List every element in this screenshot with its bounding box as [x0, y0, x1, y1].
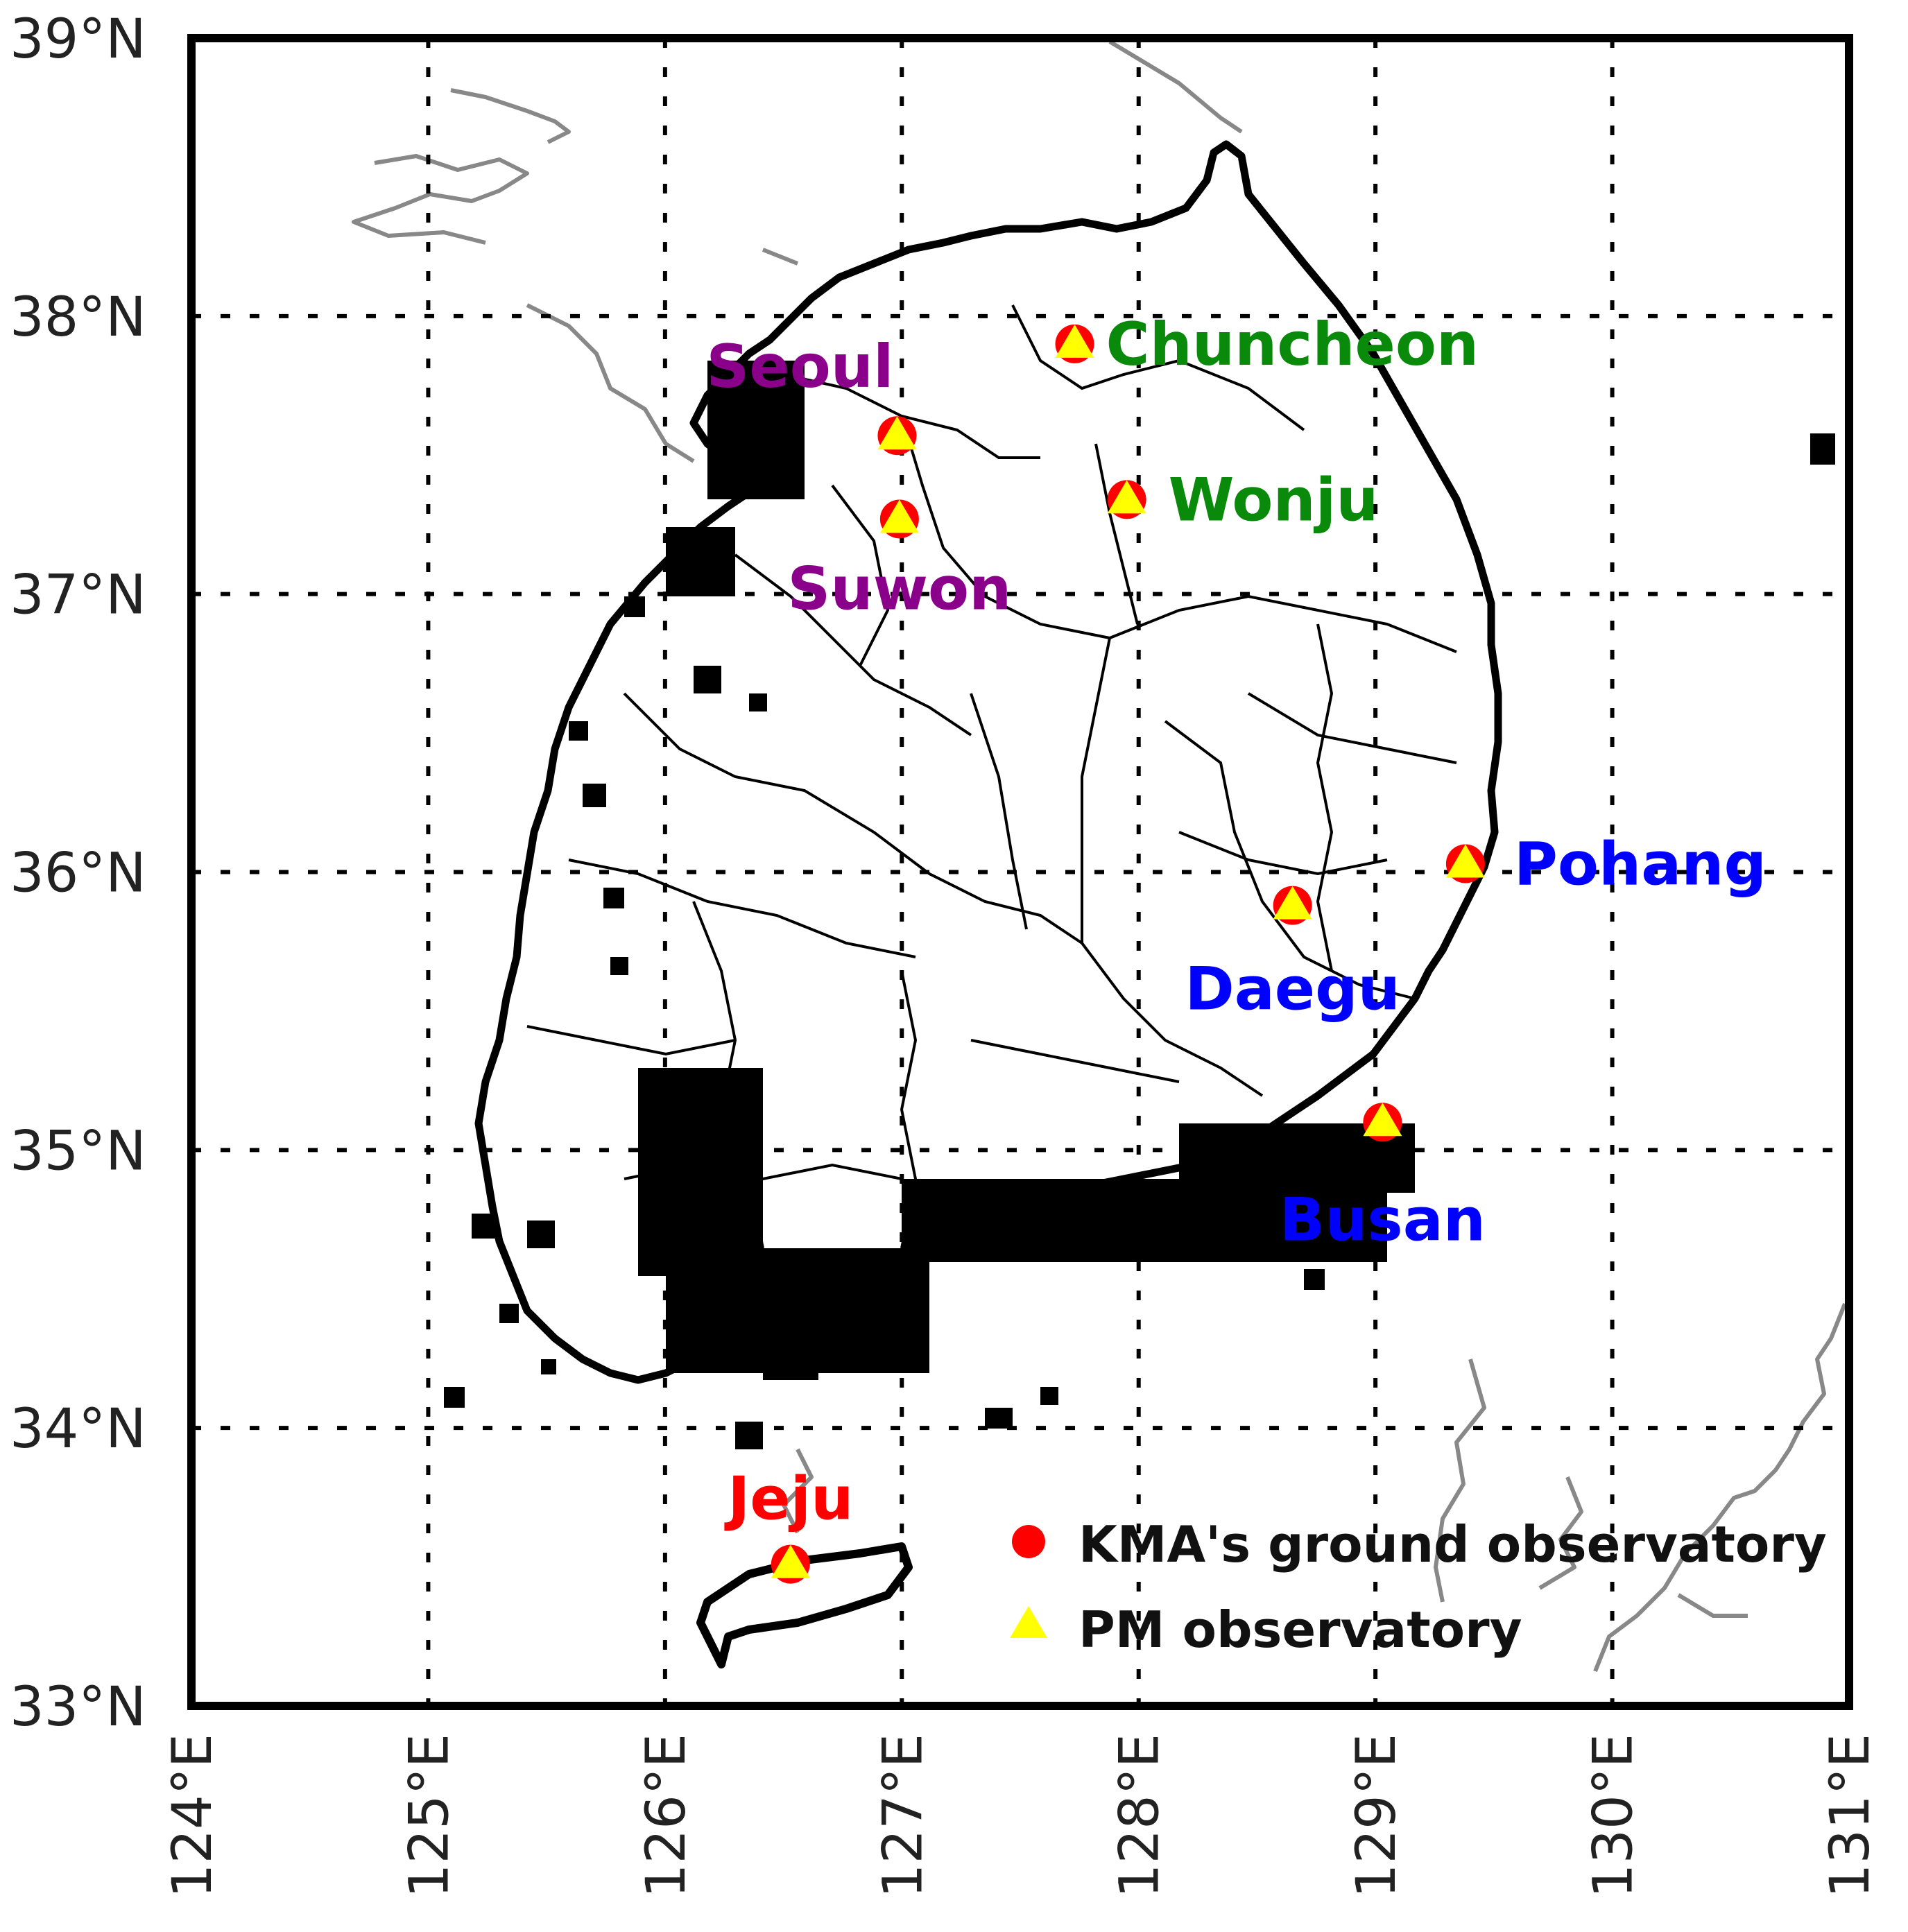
- lat-tick-label: 37°N: [10, 564, 146, 627]
- station-busan: Busan: [1280, 1103, 1486, 1254]
- lat-tick-label: 38°N: [10, 286, 146, 349]
- lon-tick-label: 124°E: [162, 1734, 224, 1898]
- jeju-island: [696, 1542, 913, 1668]
- legend-kma-marker: [1012, 1525, 1045, 1558]
- plot-border: [187, 34, 1853, 1710]
- map-frame: [187, 34, 1853, 1710]
- pm-marker: [1273, 886, 1312, 920]
- lon-tick-label: 126°E: [635, 1734, 698, 1898]
- neighbor-coastlines: [352, 40, 1847, 1673]
- station-label: Suwon: [787, 554, 1011, 623]
- legend-kma-label: KMA's ground observatory: [1078, 1515, 1827, 1573]
- lat-tick-label: 34°N: [10, 1398, 146, 1460]
- lon-tick-label: 131°E: [1819, 1734, 1882, 1898]
- station-daegu: Daegu: [1185, 886, 1400, 1024]
- stations: Seoul Suwon Chuncheon Wonju Pohang Daegu Busan…: [706, 310, 1767, 1584]
- station-label: Wonju: [1169, 465, 1379, 535]
- legend-pm-label: PM observatory: [1078, 1601, 1522, 1659]
- pm-marker: [1107, 480, 1146, 514]
- axis-tick-labels: 124°E 125°E 126°E 127°E 128°E 129°E 130°E 131°E…: [10, 8, 1882, 1898]
- pm-marker: [1363, 1103, 1402, 1137]
- pm-marker: [1055, 324, 1094, 358]
- station-label: Jeju: [724, 1465, 853, 1534]
- station-label: Daegu: [1185, 955, 1400, 1024]
- lon-tick-label: 128°E: [1109, 1734, 1171, 1898]
- korea-land: [444, 140, 1835, 1449]
- station-label: Pohang: [1514, 829, 1767, 899]
- station-chuncheon: Chuncheon: [1055, 310, 1479, 379]
- station-pohang: Pohang: [1445, 829, 1767, 899]
- lon-tick-label: 130°E: [1583, 1734, 1645, 1898]
- station-label: Seoul: [706, 332, 893, 402]
- station-label: Busan: [1280, 1185, 1486, 1254]
- lat-tick-label: 35°N: [10, 1120, 146, 1182]
- pm-marker: [879, 499, 919, 533]
- lat-tick-label: 33°N: [10, 1676, 146, 1739]
- pm-marker: [771, 1544, 810, 1578]
- station-suwon: Suwon: [787, 499, 1011, 623]
- station-seoul: Seoul: [706, 332, 917, 456]
- station-label: Chuncheon: [1106, 310, 1479, 379]
- lon-tick-label: 129°E: [1346, 1734, 1408, 1898]
- pm-marker: [877, 416, 917, 450]
- station-wonju: Wonju: [1107, 465, 1379, 535]
- legend: KMA's ground observatory PM observatory: [1010, 1515, 1827, 1659]
- legend-pm-marker: [1010, 1606, 1047, 1638]
- lat-tick-label: 39°N: [10, 8, 146, 71]
- lon-tick-label: 127°E: [872, 1734, 934, 1898]
- lon-tick-label: 125°E: [398, 1734, 461, 1898]
- pm-marker: [1445, 844, 1485, 878]
- lat-tick-label: 36°N: [10, 843, 146, 905]
- station-jeju: Jeju: [724, 1465, 853, 1584]
